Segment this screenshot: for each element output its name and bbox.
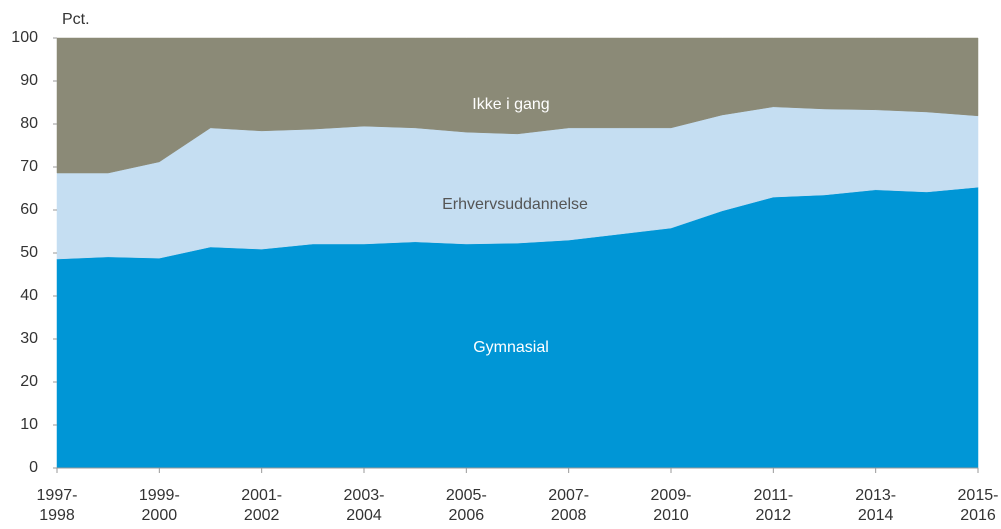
x-tick-label: 1997-1998 [37,487,78,524]
x-tick-label: 2011-2012 [753,487,793,524]
x-tick-label: 2015-2016 [958,487,999,524]
area [56,37,979,174]
area-label: Gymnasial [473,339,549,356]
area-label: Ikke i gang [472,96,549,113]
y-tick-label: 90 [20,72,38,89]
y-tick-label: 30 [20,330,38,347]
y-tick-label: 40 [20,287,38,304]
x-tick-label: 2007-2008 [548,487,589,524]
y-axis-label: Pct. [62,11,90,28]
area-label: Erhvervsuddannelse [442,196,588,213]
x-tick-label: 2009-2010 [651,487,692,524]
y-tick-label: 100 [11,29,38,46]
y-tick-label: 0 [29,459,38,476]
x-tick-label: 2001-2002 [241,487,282,524]
x-tick-label: 2013-2014 [855,487,896,524]
y-tick-label: 80 [20,115,38,132]
y-tick-label: 60 [20,201,38,218]
x-tick-label: 2003-2004 [344,487,385,524]
y-tick-label: 70 [20,158,38,175]
y-tick-label: 10 [20,416,38,433]
x-tick-label: 2005-2006 [446,487,487,524]
x-tick-label: 1999-2000 [139,487,180,524]
y-tick-label: 50 [20,244,38,261]
y-tick-label: 20 [20,373,38,390]
